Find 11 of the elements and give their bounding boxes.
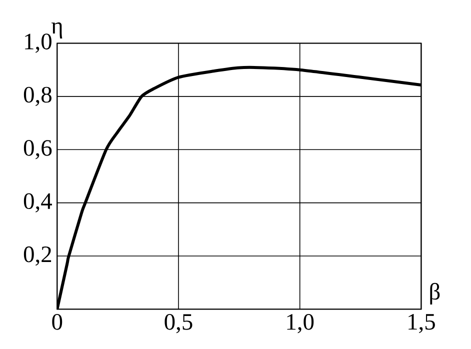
y-tick-label: 1,0 (25, 33, 52, 53)
x-tick-label: 0 (52, 314, 62, 330)
x-tick-label: 1,5 (408, 314, 435, 333)
y-tick-label: 0,8 (24, 86, 52, 106)
x-axis-title: β (430, 282, 440, 304)
y-tick-label: 0,4 (24, 193, 52, 212)
x-tick-label: 0,5 (164, 314, 192, 334)
y-tick-label: 0,6 (24, 140, 52, 160)
x-tick-label: 1,0 (287, 314, 314, 334)
y-tick-label: 0,2 (24, 246, 52, 266)
y-axis-title: η (51, 22, 62, 38)
